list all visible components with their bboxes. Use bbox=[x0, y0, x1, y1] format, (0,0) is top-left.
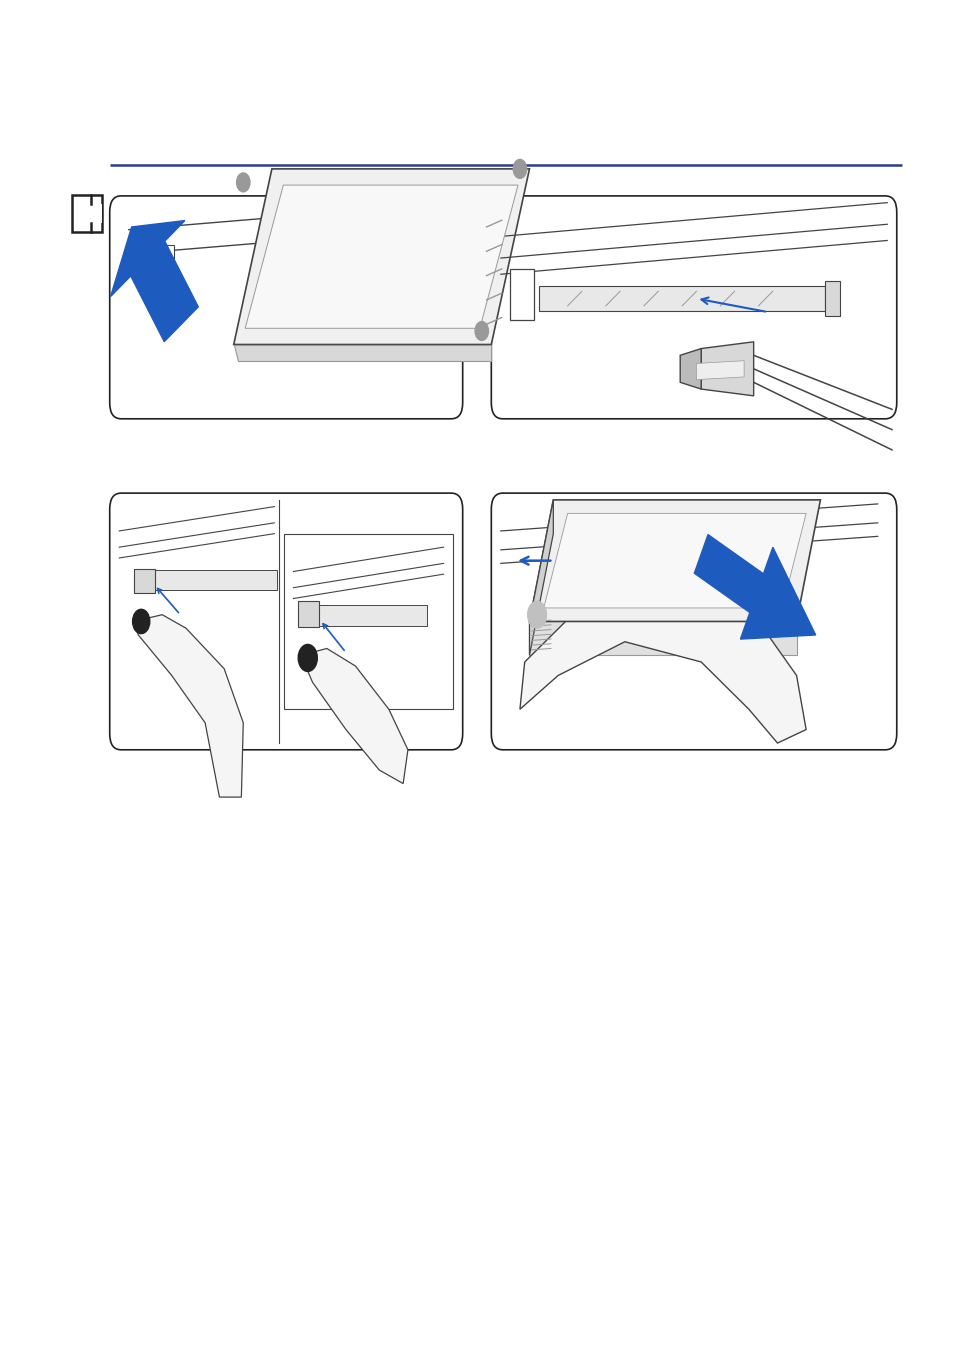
Bar bbox=[510, 269, 534, 320]
Polygon shape bbox=[700, 342, 753, 396]
Bar bbox=[133, 569, 154, 593]
Polygon shape bbox=[233, 169, 529, 345]
Polygon shape bbox=[233, 345, 491, 361]
Polygon shape bbox=[679, 349, 700, 389]
Polygon shape bbox=[694, 535, 815, 639]
FancyBboxPatch shape bbox=[491, 196, 896, 419]
Polygon shape bbox=[529, 621, 796, 655]
Circle shape bbox=[513, 159, 526, 178]
Circle shape bbox=[527, 601, 546, 628]
Circle shape bbox=[475, 322, 488, 340]
Polygon shape bbox=[543, 513, 805, 608]
FancyBboxPatch shape bbox=[491, 493, 896, 750]
Bar bbox=[538, 286, 824, 311]
Polygon shape bbox=[245, 185, 517, 328]
Bar bbox=[71, 195, 102, 232]
Bar bbox=[298, 601, 319, 627]
Circle shape bbox=[236, 173, 250, 192]
Circle shape bbox=[298, 644, 317, 671]
FancyBboxPatch shape bbox=[110, 196, 462, 419]
Bar bbox=[143, 570, 276, 590]
Polygon shape bbox=[529, 500, 553, 655]
Bar bbox=[152, 245, 173, 288]
Polygon shape bbox=[519, 588, 805, 743]
Polygon shape bbox=[529, 500, 820, 621]
Polygon shape bbox=[111, 220, 198, 342]
Polygon shape bbox=[133, 615, 243, 797]
Bar bbox=[291, 207, 329, 234]
Bar bbox=[284, 534, 453, 709]
Bar bbox=[824, 281, 839, 316]
Polygon shape bbox=[696, 361, 743, 380]
Circle shape bbox=[132, 609, 150, 634]
Polygon shape bbox=[301, 648, 408, 784]
Bar bbox=[91, 204, 102, 223]
FancyBboxPatch shape bbox=[110, 493, 462, 750]
Bar bbox=[308, 605, 427, 626]
